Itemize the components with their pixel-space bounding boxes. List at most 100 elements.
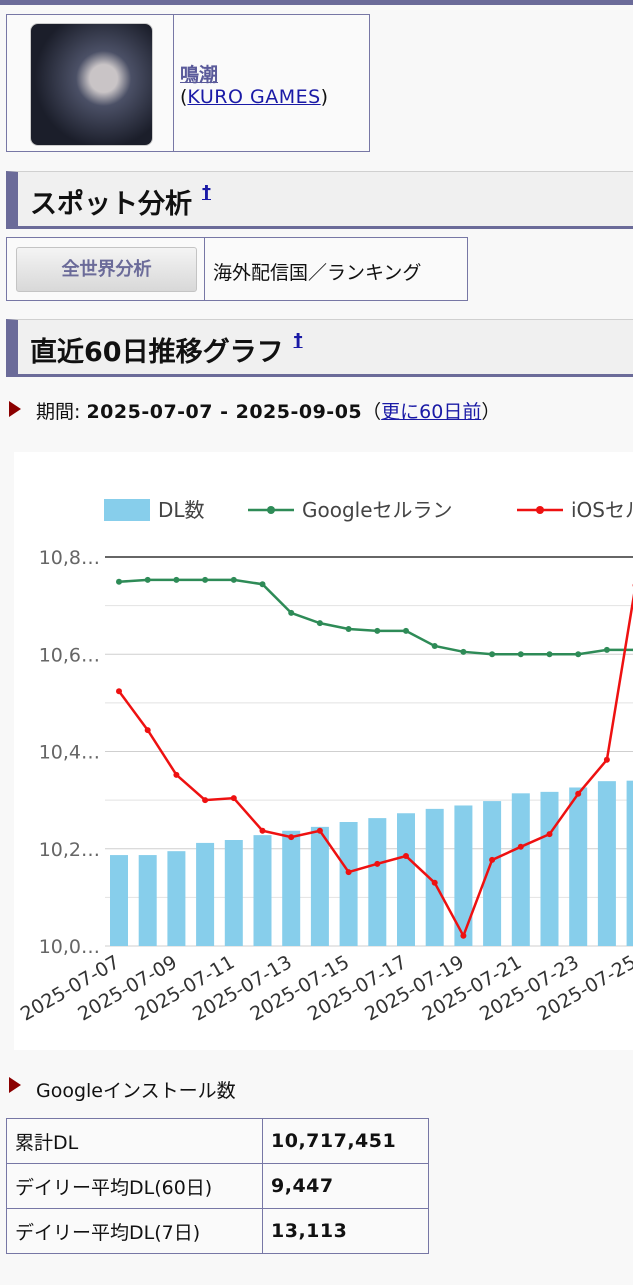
bar (224, 839, 243, 946)
point (403, 627, 409, 634)
legend-swatch (267, 506, 275, 514)
point (403, 853, 409, 860)
point (489, 651, 496, 658)
row-value: 9,447 (262, 1163, 429, 1209)
point (116, 578, 122, 585)
point (374, 627, 381, 634)
bar (167, 851, 186, 946)
top-bar (0, 0, 633, 5)
point (202, 576, 209, 583)
point (173, 771, 180, 778)
heading-text: スポット分析 † (30, 182, 211, 221)
point (173, 576, 180, 583)
point (144, 576, 151, 583)
point (316, 620, 323, 627)
legend-swatch (104, 499, 150, 521)
paren: ) (320, 86, 329, 108)
bar (425, 808, 444, 946)
point (460, 932, 467, 939)
bar (540, 791, 559, 946)
dagger-link[interactable]: † (202, 182, 211, 203)
paren: ( (180, 86, 188, 108)
point (431, 879, 438, 886)
point (460, 648, 467, 655)
row-label: 累計DL (6, 1118, 263, 1164)
bar (454, 805, 473, 946)
heading-text: 直近60日推移グラフ † (30, 330, 303, 369)
bar (253, 835, 272, 946)
y-tick-label: 10,2… (39, 839, 100, 861)
point (603, 646, 610, 653)
legend-label: Googleセルラン (302, 498, 453, 522)
row-value: 13,113 (262, 1208, 429, 1254)
point (345, 869, 352, 876)
bar (483, 801, 502, 946)
bar (110, 855, 128, 946)
paren: （ (362, 401, 382, 423)
prev-link[interactable]: 更に60日前 (381, 401, 482, 423)
table-row: デイリー平均DL(7日) 13,113 (6, 1208, 429, 1254)
bar (310, 826, 329, 946)
point (144, 727, 151, 734)
point (431, 642, 438, 649)
point (288, 834, 295, 841)
point (575, 790, 582, 797)
point (603, 756, 610, 763)
bar (397, 813, 415, 946)
period-range: 2025-07-07 - 2025-09-05 (86, 401, 363, 423)
point (374, 860, 381, 867)
point (517, 651, 524, 658)
bullet (9, 401, 21, 417)
point (575, 651, 582, 658)
paren: ） (481, 401, 501, 423)
point (288, 609, 295, 616)
chart: 10,0…10,2…10,4…10,6…10,8…2025-07-072025-… (14, 452, 633, 1050)
app-box (6, 14, 370, 152)
period: 期間: 2025-07-07 - 2025-09-05（更に60日前） (36, 397, 500, 424)
table-row: デイリー平均DL(60日) 9,447 (6, 1163, 429, 1209)
heading-title: 直近60日推移グラフ (30, 337, 284, 368)
bullet (9, 1077, 21, 1093)
row-value: 10,717,451 (262, 1118, 429, 1164)
bar (597, 781, 616, 946)
bar (626, 780, 633, 946)
dagger-link[interactable]: † (293, 330, 303, 351)
point (517, 843, 524, 850)
app-icon[interactable] (30, 23, 153, 146)
legend-label: DL数 (158, 498, 205, 522)
point (489, 856, 496, 863)
bar (138, 855, 157, 946)
bar (569, 787, 588, 946)
point (316, 827, 323, 834)
point (259, 581, 266, 588)
world-button[interactable]: 全世界分析 (16, 247, 197, 292)
bar (196, 842, 215, 946)
point (230, 795, 237, 802)
developer-link[interactable]: KURO GAMES (187, 86, 321, 108)
app-name[interactable]: 鳴潮 (180, 64, 219, 86)
developer: (KURO GAMES) (180, 86, 328, 108)
section-heading: 直近60日推移グラフ † (6, 319, 633, 377)
point (345, 625, 352, 632)
point (116, 688, 122, 695)
button-cell: 全世界分析 (7, 238, 205, 300)
row-label: デイリー平均DL(60日) (6, 1163, 263, 1209)
y-tick-label: 10,0… (39, 936, 100, 958)
bar (511, 793, 530, 946)
legend-label: iOSセルラン (571, 498, 633, 522)
point (546, 651, 553, 658)
point (230, 576, 237, 583)
period-label: 期間: (36, 401, 81, 423)
heading-title: スポット分析 (30, 189, 192, 220)
legend-swatch (536, 506, 544, 514)
installs-title: Googleインストール数 (36, 1080, 236, 1102)
section-heading: スポット分析 † (6, 171, 633, 229)
bar (368, 818, 387, 946)
point (259, 827, 266, 834)
table-row: 累計DL 10,717,451 (6, 1118, 429, 1164)
y-tick-label: 10,8… (39, 547, 100, 569)
icon-cell (7, 15, 174, 151)
point (202, 797, 209, 804)
